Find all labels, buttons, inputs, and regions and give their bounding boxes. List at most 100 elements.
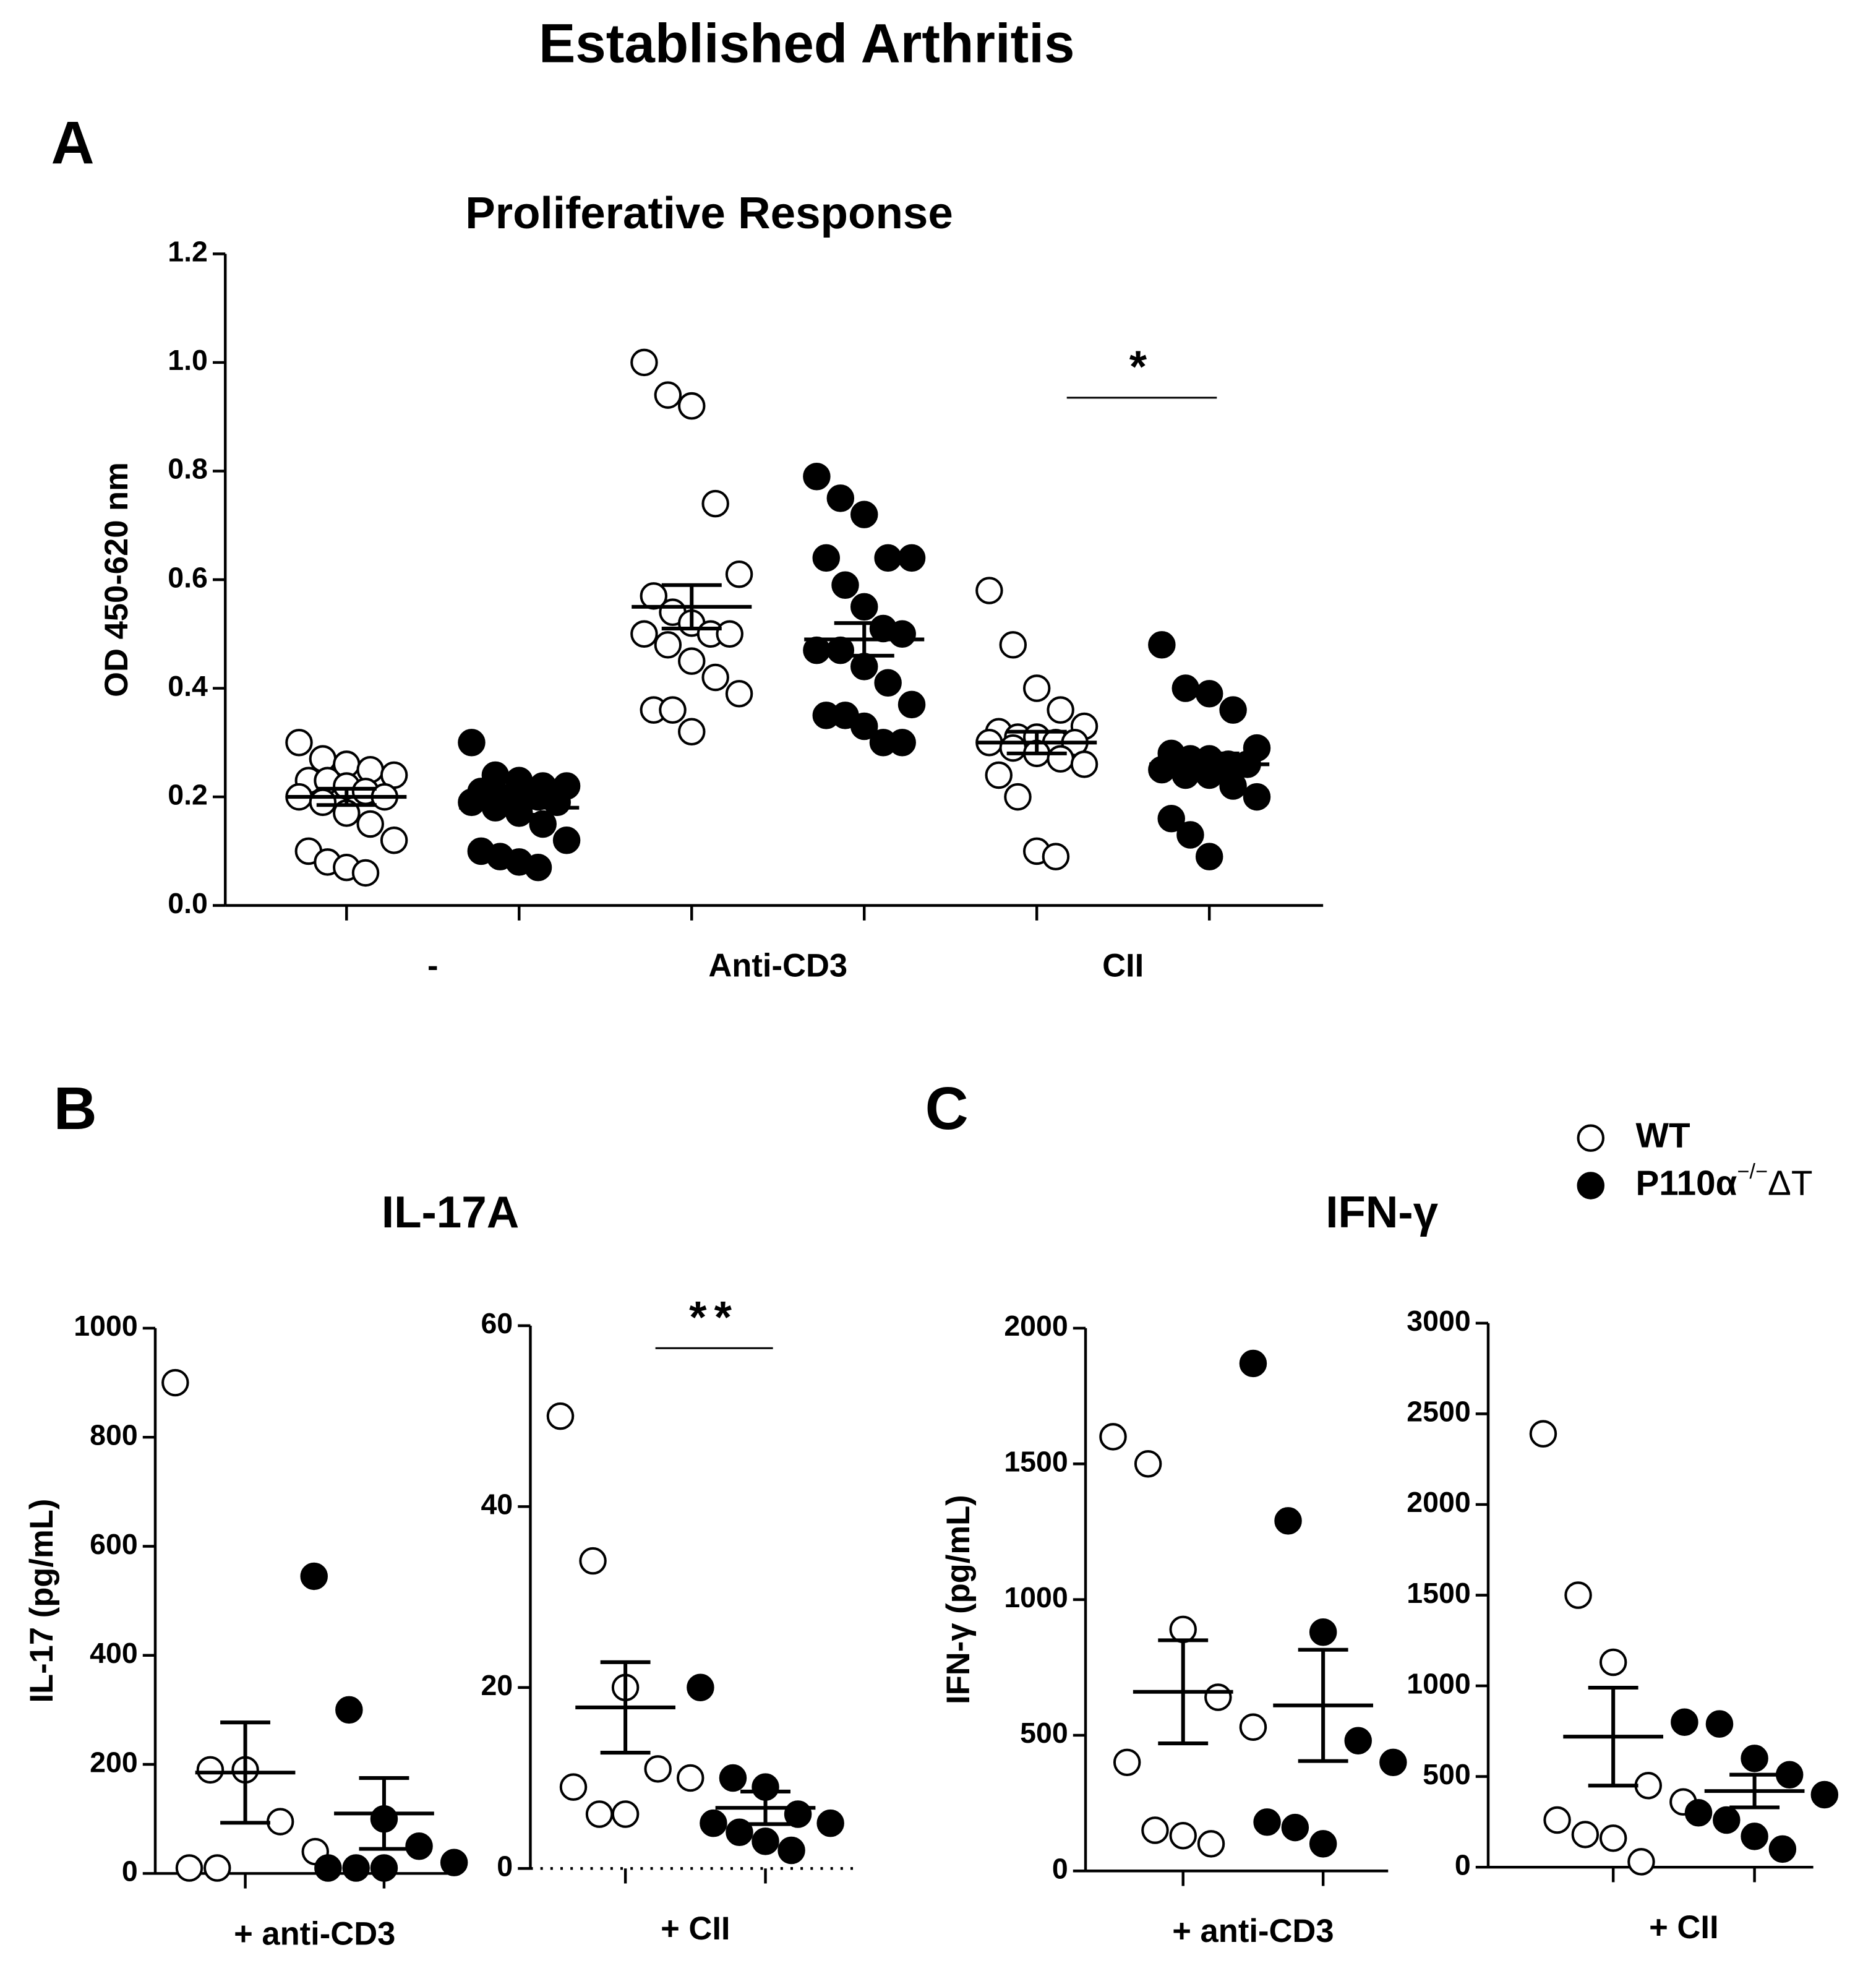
data-point <box>285 729 313 757</box>
data-point <box>559 1773 588 1801</box>
y-tick-label: 3000 <box>1407 1305 1470 1337</box>
panel-label: C <box>925 1075 969 1142</box>
data-point <box>777 1836 805 1865</box>
data-point <box>175 1854 203 1882</box>
y-tick-label: 0.2 <box>168 778 208 810</box>
data-point <box>1042 843 1070 870</box>
x-tick-label: + anti-CD3 <box>234 1915 395 1952</box>
y-tick-label: 0 <box>1052 1853 1068 1885</box>
data-point <box>1169 1822 1197 1850</box>
data-point <box>1768 1835 1797 1863</box>
data-point <box>888 620 916 648</box>
y-axis-label: IL-17 (pg/mL) <box>24 1499 60 1703</box>
x-tick-label: Anti-CD3 <box>708 948 847 984</box>
group-title: IL-17A <box>382 1187 519 1237</box>
data-point <box>579 1547 607 1575</box>
data-point <box>897 544 926 572</box>
data-point <box>850 500 878 528</box>
data-point <box>351 859 380 887</box>
legend-text: WT <box>1636 1116 1690 1155</box>
data-point <box>1022 674 1051 702</box>
x-tick-label: CII <box>1102 948 1144 984</box>
data-point <box>1564 1581 1592 1609</box>
data-point <box>203 1854 231 1882</box>
data-point <box>1171 674 1200 702</box>
data-point <box>1148 631 1176 659</box>
group-title: IFN-γ <box>1326 1187 1438 1237</box>
data-point <box>405 1832 433 1860</box>
data-point <box>999 631 1027 659</box>
data-point <box>1599 1824 1627 1852</box>
y-tick-label: 40 <box>481 1488 513 1521</box>
data-point <box>1713 1806 1741 1834</box>
data-point <box>1239 1349 1267 1378</box>
data-point <box>701 489 729 518</box>
data-point <box>546 1402 575 1430</box>
data-point <box>440 1849 468 1876</box>
data-point <box>1684 1799 1713 1827</box>
data-point <box>380 827 408 854</box>
data-point <box>1243 783 1271 811</box>
y-tick-label: 20 <box>481 1669 513 1701</box>
data-point <box>1004 783 1032 811</box>
y-tick-label: 500 <box>1423 1758 1471 1790</box>
data-point <box>458 788 486 817</box>
y-tick-label: 2000 <box>1004 1310 1068 1342</box>
data-point <box>725 680 753 708</box>
data-point <box>874 544 902 572</box>
data-point <box>1671 1708 1698 1736</box>
data-point <box>1741 1745 1768 1772</box>
data-point <box>831 571 859 599</box>
data-point <box>314 1854 342 1882</box>
data-point <box>1344 1727 1372 1754</box>
data-point <box>370 1854 398 1882</box>
x-tick-label: + CII <box>661 1910 730 1947</box>
data-point <box>309 788 337 817</box>
data-point <box>1599 1648 1627 1677</box>
data-point <box>585 1800 614 1828</box>
y-tick-label: 800 <box>90 1419 138 1451</box>
data-point <box>1134 1450 1162 1478</box>
data-point <box>716 620 743 648</box>
data-point <box>678 647 706 675</box>
significance-label: * <box>1129 342 1154 392</box>
data-point <box>1219 772 1247 800</box>
data-point <box>630 348 658 377</box>
data-point <box>1169 1615 1197 1644</box>
y-tick-label: 0 <box>122 1855 138 1887</box>
significance-label: ** <box>689 1292 739 1342</box>
figure-title: Established Arthritis <box>539 12 1075 74</box>
data-point <box>1141 1816 1169 1844</box>
data-point <box>803 636 831 664</box>
data-point <box>1571 1821 1600 1849</box>
y-tick-label: 0 <box>497 1850 513 1883</box>
legend-text: P110α <box>1636 1163 1737 1202</box>
y-tick-label: 1000 <box>1407 1667 1470 1699</box>
y-tick-label: 1000 <box>1004 1581 1068 1613</box>
data-point <box>1197 1830 1225 1858</box>
y-tick-label: 0.0 <box>168 887 208 919</box>
data-point <box>1627 1848 1655 1876</box>
data-point <box>1157 804 1185 833</box>
y-tick-label: 400 <box>90 1637 138 1669</box>
y-axis-label: OD 450-620 nm <box>98 462 135 697</box>
data-point <box>1810 1780 1839 1809</box>
data-point <box>719 1764 747 1792</box>
legend-label: P110α−/−ΔT <box>1636 1160 1813 1202</box>
y-tick-label: 60 <box>481 1307 513 1339</box>
y-tick-label: 2000 <box>1407 1486 1470 1518</box>
data-point <box>850 593 878 621</box>
data-point <box>850 712 878 741</box>
data-point <box>687 1673 714 1702</box>
data-point <box>342 1854 370 1882</box>
data-point <box>985 761 1013 789</box>
x-tick-label: + CII <box>1649 1909 1718 1946</box>
chart-title: Proliferative Response <box>465 188 953 238</box>
y-tick-label: 200 <box>90 1746 138 1778</box>
legend-marker <box>1577 1172 1604 1200</box>
data-point <box>1219 696 1247 724</box>
data-point <box>678 392 706 420</box>
y-tick-label: 600 <box>90 1528 138 1560</box>
data-point <box>726 1818 753 1846</box>
